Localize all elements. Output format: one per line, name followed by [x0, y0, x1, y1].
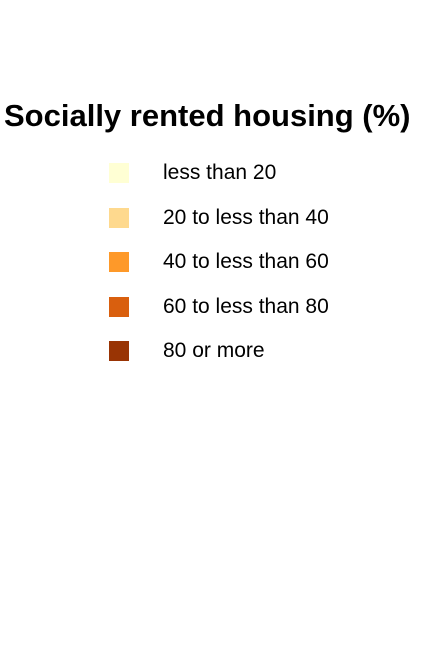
legend-label: less than 20 — [163, 161, 277, 184]
legend-swatch — [109, 252, 129, 272]
legend-swatch — [109, 163, 129, 183]
legend-swatch — [109, 296, 129, 317]
legend-swatch — [109, 341, 129, 361]
legend-title: Socially rented housing (%) — [4, 98, 411, 133]
legend-label: 80 or more — [163, 339, 265, 362]
legend-swatch — [109, 207, 129, 228]
legend-label: 60 to less than 80 — [163, 294, 329, 318]
legend-label: 20 to less than 40 — [163, 205, 329, 229]
legend-label: 40 to less than 60 — [163, 250, 329, 273]
